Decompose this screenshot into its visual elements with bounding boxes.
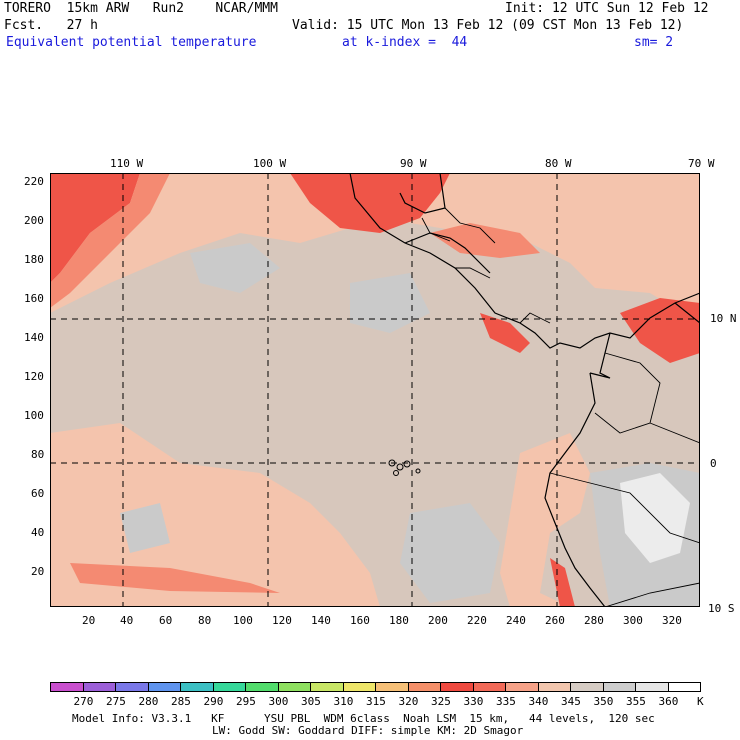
colorbar-swatch bbox=[245, 682, 279, 692]
model-info-line2: LW: Godd SW: Goddard DIFF: simple KM: 2D… bbox=[212, 724, 524, 737]
y-label: 220 bbox=[24, 175, 44, 188]
colorbar-label: 310 bbox=[333, 695, 354, 708]
init-time: Init: 12 UTC Sun 12 Feb 12 bbox=[505, 1, 709, 16]
k-index: at k-index = 44 bbox=[342, 35, 468, 50]
y-label: 100 bbox=[24, 409, 44, 422]
colorbar-label: 290 bbox=[203, 695, 224, 708]
x-label: 200 bbox=[428, 614, 448, 627]
smoothing: sm= 2 bbox=[634, 35, 674, 50]
x-label: 180 bbox=[389, 614, 409, 627]
colorbar-label: 320 bbox=[398, 695, 419, 708]
x-label: 60 bbox=[159, 614, 173, 627]
colorbar-swatch bbox=[180, 682, 214, 692]
lat-lon-grid bbox=[50, 173, 700, 607]
colorbar-swatch bbox=[212, 682, 246, 692]
coastlines bbox=[349, 173, 700, 607]
colorbar-label: 340 bbox=[528, 695, 549, 708]
map-border bbox=[50, 173, 700, 607]
x-label: 120 bbox=[272, 614, 292, 627]
y-label: 60 bbox=[31, 487, 45, 500]
colorbar-swatch bbox=[147, 682, 181, 692]
colorbar-unit: K bbox=[697, 695, 704, 708]
colorbar-label: 350 bbox=[593, 695, 614, 708]
colorbar-swatch bbox=[602, 682, 636, 692]
theta-e-340-345-region bbox=[50, 173, 700, 607]
y-label: 180 bbox=[24, 253, 44, 266]
colorbar-label: 280 bbox=[138, 695, 159, 708]
y-label: 120 bbox=[24, 370, 44, 383]
x-label: 80 bbox=[198, 614, 212, 627]
x-label: 220 bbox=[467, 614, 487, 627]
colorbar-swatch bbox=[310, 682, 344, 692]
field-name: Equivalent potential temperature bbox=[6, 35, 257, 50]
lat-label-10s: 10 S bbox=[708, 602, 735, 615]
x-label: 280 bbox=[584, 614, 604, 627]
colorbar-label: 305 bbox=[301, 695, 321, 708]
x-label: 20 bbox=[82, 614, 96, 627]
model-title: TORERO 15km ARW Run2 NCAR/MMM bbox=[4, 1, 278, 16]
x-label: 160 bbox=[350, 614, 370, 627]
theta-e-345-355-region bbox=[120, 243, 700, 607]
x-label: 40 bbox=[120, 614, 134, 627]
model-info-line1: Model Info: V3.3.1 KF YSU PBL WDM 6class… bbox=[72, 712, 655, 725]
colorbar-label: 270 bbox=[73, 695, 94, 708]
colorbar-label: 295 bbox=[236, 695, 256, 708]
colorbar-swatch bbox=[115, 682, 149, 692]
y-label: 20 bbox=[31, 565, 45, 578]
colorbar-label: 325 bbox=[431, 695, 451, 708]
x-label: 320 bbox=[662, 614, 682, 627]
lon-label-90w: 90 W bbox=[400, 157, 427, 170]
country-borders bbox=[421, 207, 700, 607]
y-label: 40 bbox=[31, 526, 45, 539]
colorbar-label: 285 bbox=[171, 695, 191, 708]
colorbar-swatch bbox=[570, 682, 604, 692]
colorbar-label: 300 bbox=[268, 695, 289, 708]
x-label: 240 bbox=[506, 614, 526, 627]
colorbar-swatch bbox=[472, 682, 506, 692]
colorbar-swatch bbox=[440, 682, 474, 692]
x-label: 260 bbox=[545, 614, 565, 627]
x-label: 300 bbox=[623, 614, 643, 627]
colorbar-swatch bbox=[375, 682, 409, 692]
colorbar-label: 360 bbox=[658, 695, 679, 708]
y-label: 140 bbox=[24, 331, 44, 344]
lon-label-110w: 110 W bbox=[110, 157, 144, 170]
colorbar-swatch bbox=[50, 682, 84, 692]
lon-label-80w: 80 W bbox=[545, 157, 572, 170]
y-label: 200 bbox=[24, 214, 44, 227]
colorbar-label: 355 bbox=[626, 695, 646, 708]
colorbar-label: 335 bbox=[496, 695, 516, 708]
galapagos-islands bbox=[388, 459, 421, 476]
colorbar-swatch bbox=[342, 682, 376, 692]
colorbar-label: 330 bbox=[463, 695, 484, 708]
forecast-hour: Fcst. 27 h bbox=[4, 18, 98, 33]
x-label: 100 bbox=[233, 614, 253, 627]
lon-label-70w: 70 W bbox=[688, 157, 715, 170]
colorbar-swatch bbox=[667, 682, 701, 692]
colorbar-label: 275 bbox=[106, 695, 126, 708]
lon-label-100w: 100 W bbox=[253, 157, 287, 170]
y-label: 80 bbox=[31, 448, 45, 461]
map-panel bbox=[50, 173, 700, 607]
colorbar-swatch bbox=[407, 682, 441, 692]
x-label: 140 bbox=[311, 614, 331, 627]
colorbar-swatch bbox=[537, 682, 571, 692]
colorbar-swatch bbox=[505, 682, 539, 692]
colorbar-label: 345 bbox=[561, 695, 581, 708]
colorbar-swatch bbox=[635, 682, 669, 692]
theta-e-330-335-region bbox=[50, 173, 700, 607]
lat-label-10n: 10 N bbox=[710, 312, 737, 325]
valid-time: Valid: 15 UTC Mon 13 Feb 12 (09 CST Mon … bbox=[292, 18, 684, 33]
colorbar-label: 315 bbox=[366, 695, 386, 708]
colorbar-swatch bbox=[82, 682, 116, 692]
colorbar-swatch bbox=[277, 682, 311, 692]
y-label: 160 bbox=[24, 292, 44, 305]
lat-label-0: 0 bbox=[710, 457, 717, 470]
